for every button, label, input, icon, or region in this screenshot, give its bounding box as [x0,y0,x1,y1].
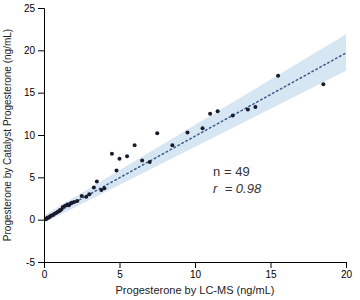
point [118,157,122,161]
tick-label: 15 [24,87,36,98]
tick-label: 25 [24,3,36,14]
annotations: n = 49 r = 0.98 [213,164,262,196]
point [102,186,106,190]
point [133,143,137,147]
tick-mark [38,8,44,9]
point [155,131,159,135]
tick-label: 10 [24,130,36,141]
tick-mark [120,262,121,268]
axis-line [38,9,45,263]
points [44,74,325,222]
point [92,185,96,189]
tick: 25 [24,3,44,14]
tick: 15 [265,262,277,280]
x-axis-label: Progesterone by LC-MS (ng/mL) [116,284,275,296]
point [321,82,325,86]
tick: 10 [190,262,202,280]
point [231,114,235,118]
point [216,109,220,113]
point [185,130,189,134]
point [148,160,152,164]
point [87,192,91,196]
chart: 0 5 10 15 20 -5 0 5 10 15 20 25 n = 49 r = 0.98 Proges… [0,0,360,300]
y-axis: -5 0 5 10 15 20 25 [24,3,45,268]
y-axis-label: Progesterone by Catalyst Progesterone (n… [2,29,13,241]
point [114,169,118,173]
point [80,194,84,198]
tick-mark [195,262,196,268]
tick-mark [38,50,44,51]
point [253,105,257,109]
point [140,158,144,162]
point [110,152,114,156]
point [95,180,99,184]
tick-mark [38,220,44,221]
tick-label: 5 [117,269,123,280]
tick: 0 [29,214,44,225]
tick-label: -5 [26,257,35,268]
tick-mark [38,135,44,136]
tick-label: 20 [24,45,36,56]
tick: 5 [117,262,123,280]
tick-label: 10 [190,269,202,280]
tick-mark [38,177,44,178]
tick-mark [38,93,44,94]
tick: -5 [26,257,44,268]
point [125,154,129,158]
regression-line [44,53,346,219]
annotation: r = 0.98 [213,181,262,196]
tick: 5 [29,172,44,183]
x-axis: 0 5 10 15 20 [42,262,353,280]
tick: 10 [24,130,44,141]
marks [44,34,346,223]
tick-mark [271,262,272,268]
tick-mark [346,262,347,268]
tick-label: 15 [265,269,277,280]
tick: 20 [24,45,44,56]
tick-label: 0 [29,214,35,225]
tick: 0 [42,262,48,280]
point [75,199,79,203]
tick-label: 20 [341,269,353,280]
axis-line [45,263,347,269]
confidence-band [44,34,346,223]
tick: 20 [341,262,353,280]
tick-mark [38,262,44,263]
annotation: n = 49 [213,164,250,179]
point [208,112,212,116]
point [170,143,174,147]
tick: 15 [24,87,44,98]
plot: 0 5 10 15 20 -5 0 5 10 15 20 25 n = 49 r = 0.98 [24,3,353,280]
point [276,74,280,78]
tick-label: 5 [29,172,35,183]
point [246,108,250,112]
point [201,126,205,130]
tick-label: 0 [42,269,48,280]
